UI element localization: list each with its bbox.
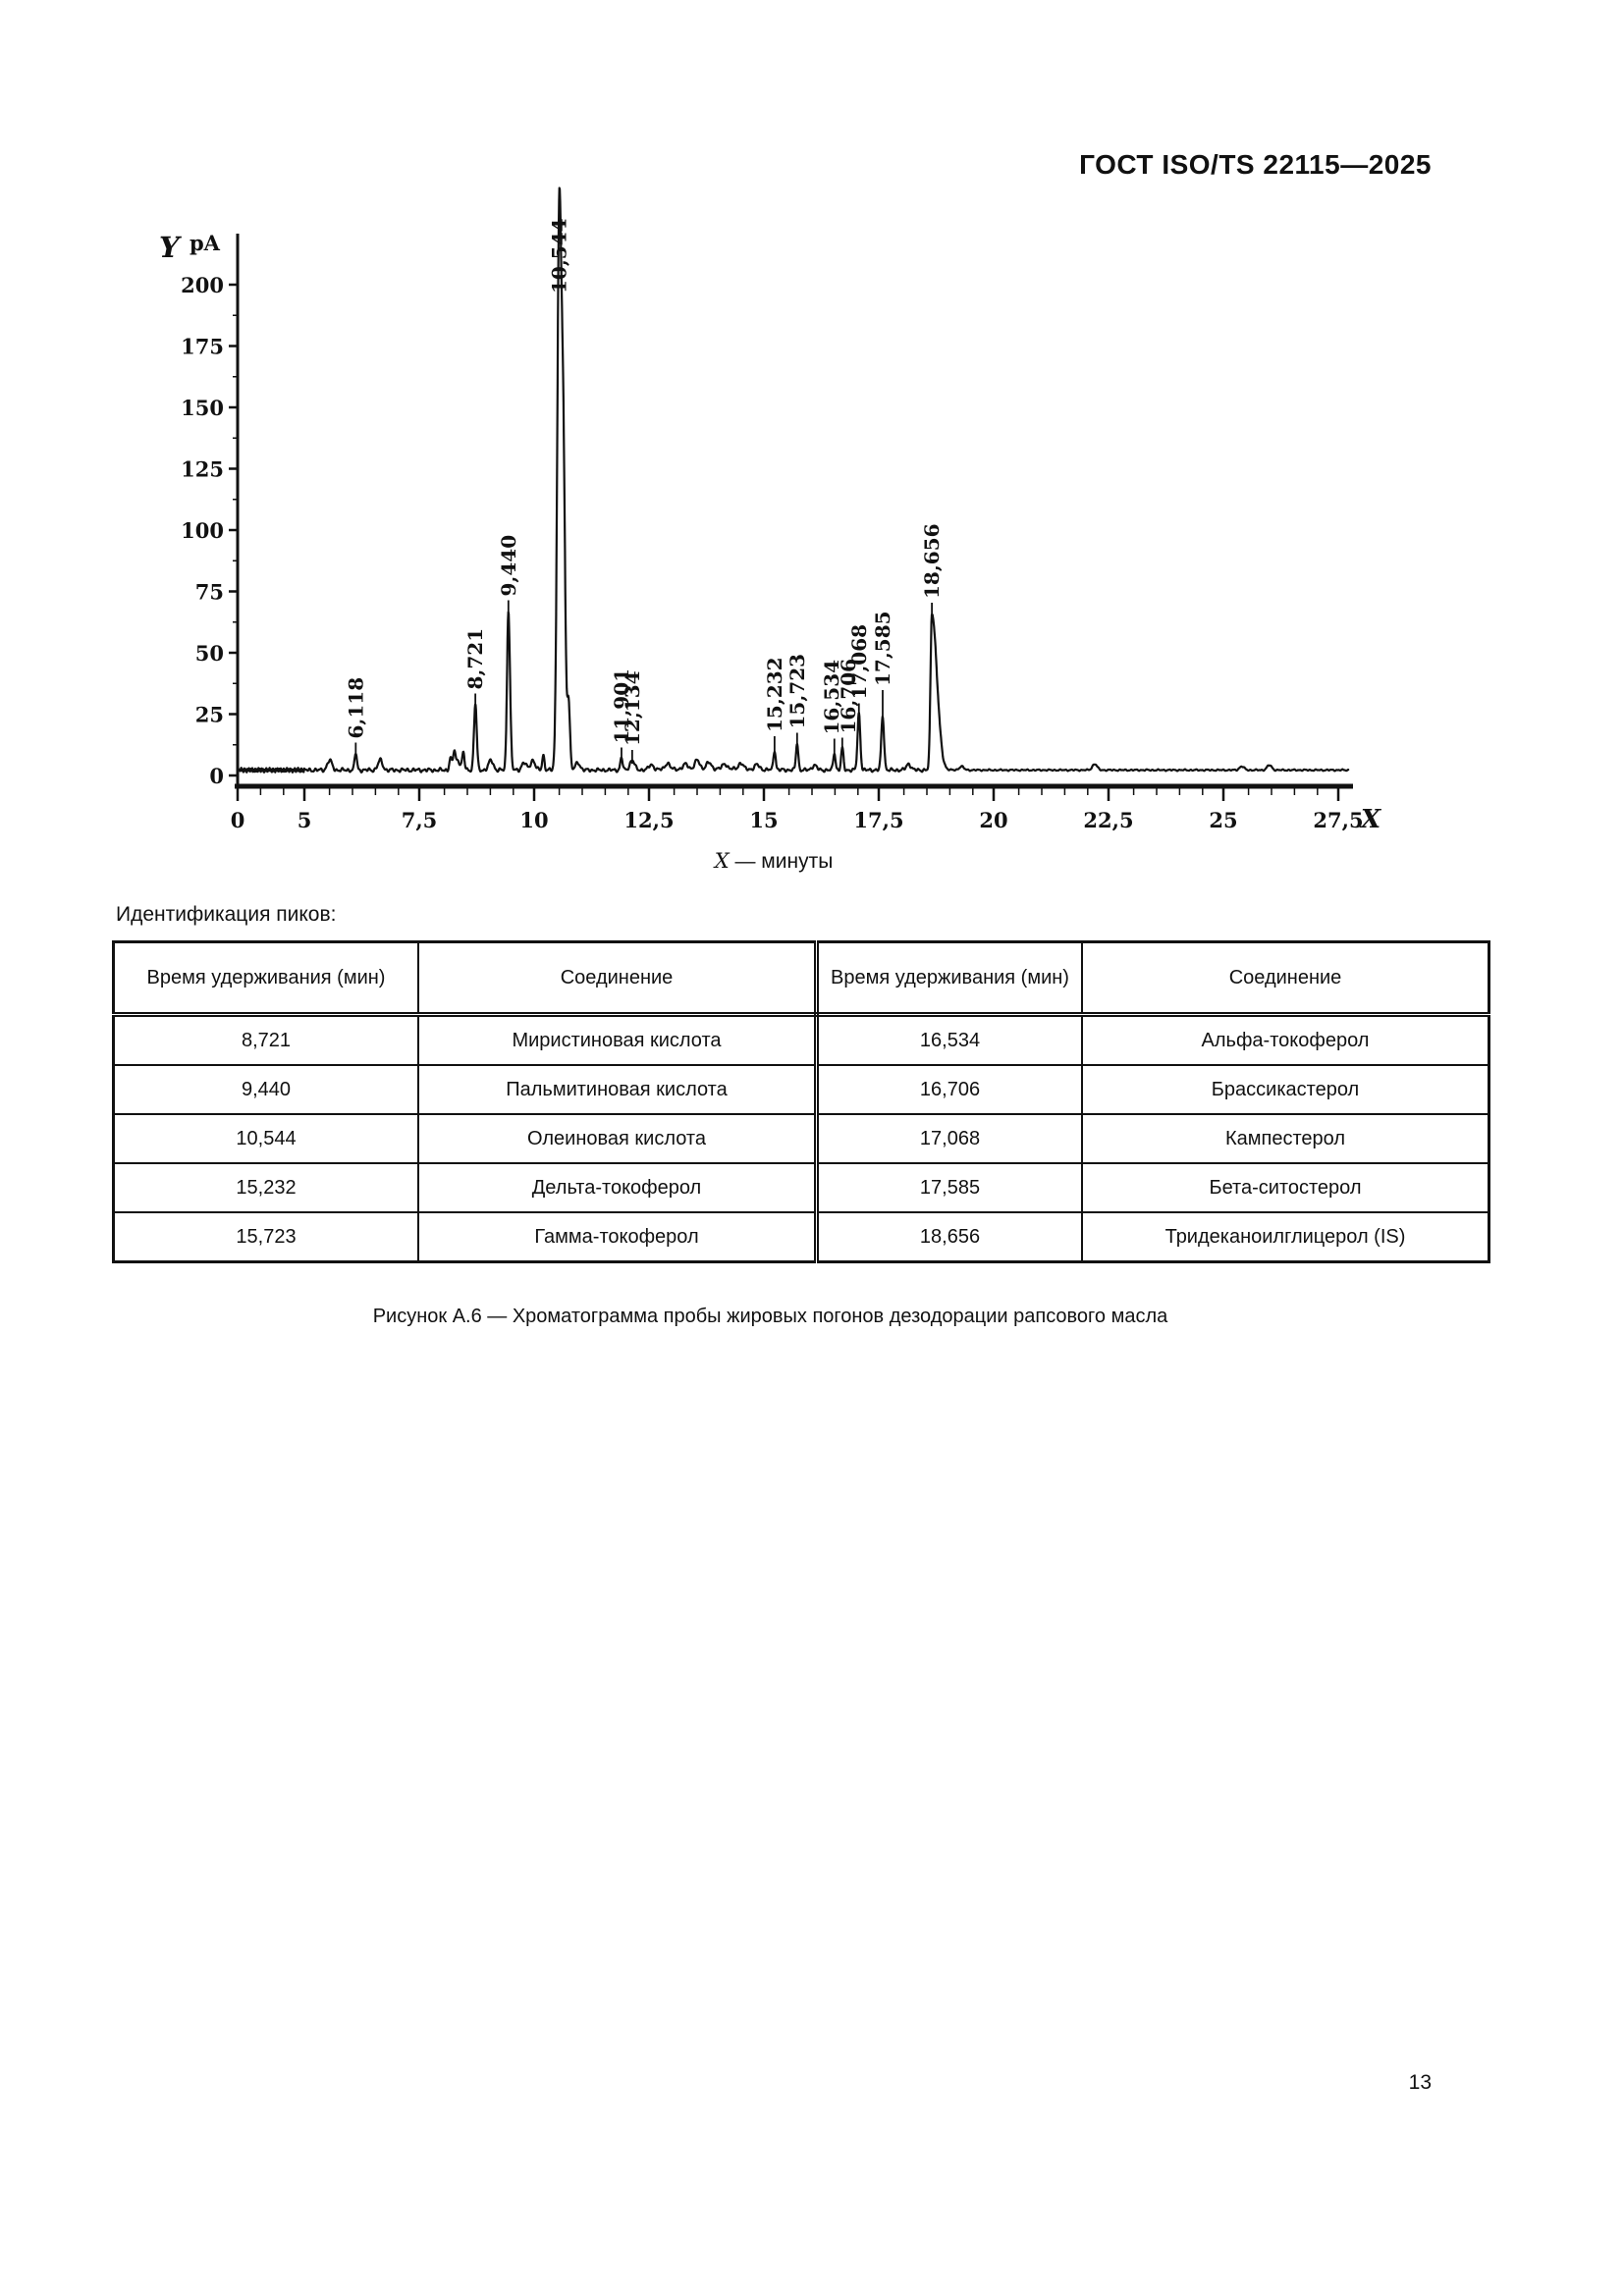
compound-cell: Миристиновая кислота: [417, 1013, 819, 1066]
peak-label: 18,656: [920, 523, 944, 599]
y-tick-label: 100: [181, 518, 224, 543]
retention-time-cell: 17,585: [815, 1162, 1083, 1213]
compound-cell: Олеиновая кислота: [417, 1113, 819, 1164]
y-tick-label: 125: [181, 457, 224, 482]
compound-cell: Дельта-токоферол: [417, 1162, 819, 1213]
compound-cell: Пальмитиновая кислота: [417, 1064, 819, 1115]
peak-label: 15,723: [785, 654, 809, 729]
peak-label: 16,534: [820, 660, 843, 735]
table-row: 15,723 Гамма-токоферол 18,656 Тридеканоилгл…: [112, 1211, 1490, 1263]
compound-cell: Кампестерол: [1081, 1113, 1490, 1164]
x-tick-label: 12,5: [623, 808, 674, 832]
x-tick-label: 7,5: [402, 808, 438, 832]
chromatogram-chart: 0 25 50 75 100 125 150 175 200 0 5 7,5 10 12,5 15 17,5 2…: [159, 187, 1382, 873]
figure-caption: Рисунок А.6 — Хроматограмма пробы жировы…: [372, 1306, 1168, 1327]
y-tick-label: 150: [181, 396, 224, 420]
compound-cell: Альфа-токоферол: [1081, 1013, 1490, 1066]
peak-table-body: 8,721 Миристиновая кислота 16,534 Альфа-ток…: [112, 1013, 1490, 1263]
x-tick-label: 0: [231, 808, 245, 832]
table-header-cell: Соединение: [1081, 940, 1490, 1017]
y-tick-label: 175: [181, 335, 224, 359]
peak-label: 12,134: [621, 670, 644, 746]
table-row: 10,544 Олеиновая кислота 17,068 Кампестерол: [112, 1113, 1490, 1164]
peak-label: 6,118: [344, 677, 367, 739]
x-tick-label: 22,5: [1083, 808, 1133, 832]
table-header-row: Время удерживания (мин) Соединение Время у…: [112, 940, 1490, 1017]
compound-cell: Гамма-токоферол: [417, 1211, 819, 1263]
table-header-cell: Соединение: [417, 940, 819, 1017]
x-axis-caption: X — минуты: [713, 849, 834, 873]
x-tick-label: 10: [519, 808, 548, 832]
retention-time-cell: 8,721: [112, 1013, 419, 1066]
y-tick-label: 75: [195, 580, 224, 605]
x-tick-label: 5: [298, 808, 312, 832]
peak-label: 15,232: [763, 657, 786, 732]
table-row: 9,440 Пальмитиновая кислота 16,706 Брассика…: [112, 1064, 1490, 1115]
y-axis-letter: Y: [159, 231, 183, 264]
retention-time-cell: 10,544: [112, 1113, 419, 1164]
table-header-cell: Время удерживания (мин): [112, 940, 419, 1017]
x-axis-letter: X: [1359, 805, 1382, 834]
table-row: 8,721 Миристиновая кислота 16,534 Альфа-ток…: [112, 1013, 1490, 1066]
peak-label: 11,901: [610, 668, 633, 744]
y-tick-label: 25: [195, 703, 224, 727]
peak-label: 16,706: [837, 659, 860, 734]
compound-cell: Тридеканоилглицерол (IS): [1081, 1211, 1490, 1263]
x-tick-label: 20: [979, 808, 1007, 832]
chromatogram-trace: [238, 187, 1350, 774]
retention-time-cell: 18,656: [815, 1211, 1083, 1263]
compound-cell: Бета-ситостерол: [1081, 1162, 1490, 1213]
document-header: ГОСТ ISO/TS 22115—2025: [1079, 149, 1432, 180]
page-number: 13: [1408, 2071, 1432, 2094]
peak-label: 8,721: [463, 628, 487, 690]
peak-label: 9,440: [497, 535, 520, 597]
table-header-cell: Время удерживания (мин): [815, 940, 1083, 1017]
compound-cell: Брассикастерол: [1081, 1064, 1490, 1115]
x-tick-label: 25: [1209, 808, 1237, 832]
y-tick-label: 0: [209, 764, 224, 788]
retention-time-cell: 17,068: [815, 1113, 1083, 1164]
peaks-heading: Идентификация пиков:: [116, 903, 337, 926]
peak-label: 17,585: [871, 611, 894, 686]
peak-label: 17,068: [847, 624, 871, 700]
x-tick-label: 17,5: [853, 808, 903, 832]
x-tick-label: 27,5: [1313, 808, 1363, 832]
x-tick-label: 15: [749, 808, 778, 832]
retention-time-cell: 16,534: [815, 1013, 1083, 1066]
retention-time-cell: 15,232: [112, 1162, 419, 1213]
retention-time-cell: 9,440: [112, 1064, 419, 1115]
retention-time-cell: 16,706: [815, 1064, 1083, 1115]
table-row: 15,232 Дельта-токоферол 17,585 Бета-ситосте…: [112, 1162, 1490, 1213]
y-axis-unit: pA: [189, 231, 221, 255]
peak-identification-table: Время удерживания (мин) Соединение Время у…: [112, 940, 1490, 1263]
y-tick-label: 50: [195, 641, 224, 666]
peak-table-head: Время удерживания (мин) Соединение Время у…: [112, 940, 1490, 1017]
peak-label: 10,544: [547, 218, 570, 294]
y-tick-label: 200: [181, 273, 224, 297]
retention-time-cell: 15,723: [112, 1211, 419, 1263]
